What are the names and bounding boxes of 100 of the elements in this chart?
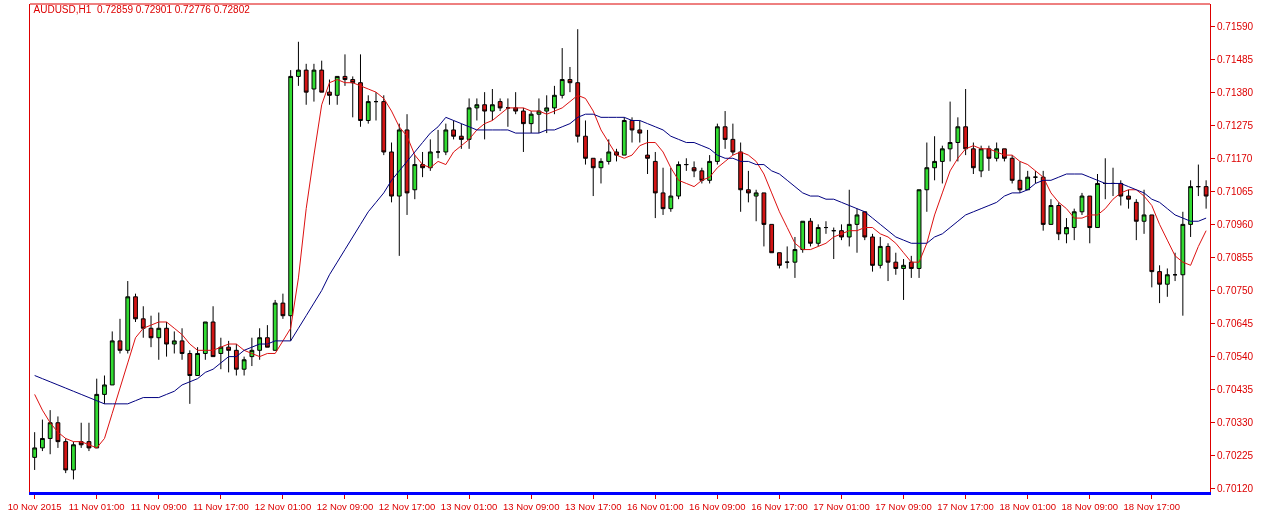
candlestick bbox=[970, 142, 976, 175]
candlestick bbox=[769, 223, 775, 254]
candlestick bbox=[420, 151, 425, 178]
candlestick bbox=[71, 441, 76, 480]
candlestick bbox=[148, 315, 154, 348]
candlestick bbox=[218, 337, 224, 370]
candlestick bbox=[947, 101, 953, 162]
candlestick bbox=[544, 94, 550, 134]
candlestick bbox=[1040, 170, 1046, 232]
candlestick bbox=[443, 123, 449, 156]
x-tick-label: 17 Nov 01:00 bbox=[813, 501, 870, 513]
x-tick-label: 16 Nov 17:00 bbox=[751, 501, 808, 513]
x-tick-label: 12 Nov 09:00 bbox=[316, 501, 374, 513]
y-tick-label: 0.70750 bbox=[1217, 285, 1254, 296]
candlestick bbox=[179, 327, 185, 361]
candlestick bbox=[1172, 252, 1178, 282]
candlestick bbox=[924, 142, 930, 213]
candlestick bbox=[637, 119, 643, 144]
candlestick bbox=[1087, 195, 1093, 244]
candlestick bbox=[792, 236, 798, 279]
candlestick bbox=[156, 312, 162, 361]
candlestick bbox=[606, 138, 612, 166]
candlestick bbox=[365, 94, 371, 125]
candlestick bbox=[241, 356, 247, 377]
candlestick bbox=[482, 91, 488, 140]
candlestick bbox=[722, 110, 728, 150]
y-tick-label: 0.71170 bbox=[1217, 152, 1253, 164]
candlestick bbox=[753, 189, 759, 222]
candlestick bbox=[1025, 170, 1031, 191]
x-tick-label: 13 Nov 01:00 bbox=[440, 501, 498, 513]
candlestick bbox=[140, 305, 146, 339]
candlestick bbox=[1141, 189, 1147, 235]
candlestick bbox=[334, 75, 340, 106]
line-series bbox=[34, 113, 1207, 405]
candlestick bbox=[528, 110, 534, 134]
y-tick-label: 0.70540 bbox=[1217, 351, 1254, 363]
x-tick-label: 11 Nov 09:00 bbox=[130, 501, 187, 513]
candlestick bbox=[497, 97, 503, 112]
candlestick bbox=[660, 167, 666, 216]
candlestick bbox=[389, 142, 394, 203]
candlestick bbox=[125, 280, 131, 354]
candlestick bbox=[916, 189, 922, 279]
candlestick bbox=[707, 154, 713, 184]
candlestick bbox=[133, 293, 138, 323]
candlestick bbox=[567, 66, 573, 93]
candlestick bbox=[645, 129, 650, 175]
candlestick bbox=[505, 97, 511, 128]
y-tick-label: 0.70855 bbox=[1217, 251, 1254, 263]
candlestick bbox=[668, 167, 674, 213]
candlestick bbox=[164, 321, 169, 358]
candlestick bbox=[404, 113, 410, 216]
y-tick-label: 0.70645 bbox=[1217, 318, 1254, 330]
x-tick-label: 17 Nov 17:00 bbox=[937, 501, 994, 513]
candlestick bbox=[784, 245, 790, 269]
x-tick-label: 13 Nov 09:00 bbox=[502, 501, 560, 513]
candlestick bbox=[738, 142, 744, 213]
candlestick bbox=[691, 160, 697, 178]
candlestick bbox=[513, 91, 519, 115]
candlestick bbox=[1118, 179, 1124, 206]
candlestick bbox=[32, 431, 38, 471]
candlestick bbox=[808, 217, 813, 247]
y-tick-label: 0.71275 bbox=[1217, 119, 1254, 131]
candlestick bbox=[47, 409, 53, 455]
candlestick bbox=[1157, 264, 1162, 304]
candlestick bbox=[1133, 198, 1139, 241]
candlestick bbox=[280, 293, 286, 320]
candlestick bbox=[1009, 154, 1015, 184]
x-tick-label: 11 Nov 01:00 bbox=[68, 501, 125, 513]
y-tick-label: 0.70330 bbox=[1217, 417, 1254, 429]
candlestick bbox=[877, 236, 883, 269]
x-tick-label: 18 Nov 17:00 bbox=[1123, 501, 1181, 513]
candlestick bbox=[1149, 214, 1155, 288]
x-tick-label: 16 Nov 01:00 bbox=[627, 501, 684, 513]
y-tick-label: 0.70960 bbox=[1217, 218, 1254, 230]
candlestick bbox=[893, 252, 899, 276]
y-tick-label: 0.70225 bbox=[1217, 450, 1254, 462]
y-tick-label: 0.70120 bbox=[1217, 483, 1254, 495]
candlestick bbox=[598, 157, 604, 184]
candlestick bbox=[885, 242, 891, 282]
candlestick bbox=[746, 170, 751, 203]
candlestick bbox=[1126, 189, 1131, 210]
candlestick bbox=[536, 97, 542, 134]
candlestick bbox=[226, 340, 232, 373]
candlestick bbox=[195, 346, 200, 377]
x-tick-label: 17 Nov 09:00 bbox=[875, 501, 932, 513]
x-tick-label: 10 Nov 2015 bbox=[7, 501, 62, 513]
candlestick bbox=[652, 151, 658, 219]
candlestick bbox=[94, 378, 100, 449]
candlestick bbox=[1180, 211, 1186, 317]
candlestick bbox=[621, 116, 627, 156]
x-tick-label: 12 Nov 01:00 bbox=[254, 501, 312, 513]
candlestick bbox=[939, 145, 945, 184]
candlestick bbox=[629, 116, 635, 144]
candlestick bbox=[839, 223, 844, 241]
candlestick bbox=[590, 157, 596, 197]
x-tick-label: 18 Nov 09:00 bbox=[1061, 501, 1119, 513]
candlestick bbox=[474, 97, 480, 121]
candlestick bbox=[955, 116, 961, 162]
candlestick bbox=[583, 119, 588, 166]
x-tick-label: 13 Nov 17:00 bbox=[564, 501, 622, 513]
